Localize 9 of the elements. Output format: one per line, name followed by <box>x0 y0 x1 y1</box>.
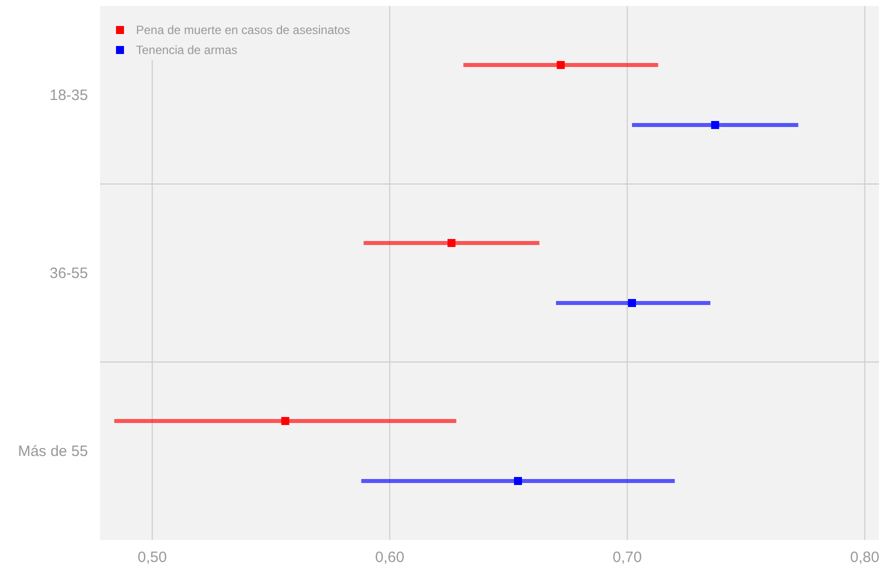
y-tick-label: 36-55 <box>50 265 88 282</box>
legend-label: Tenencia de armas <box>136 43 238 57</box>
y-tick-label: 18-35 <box>50 87 88 104</box>
x-tick-label: 0,50 <box>138 549 167 566</box>
x-tick-label: 0,60 <box>375 549 404 566</box>
legend-label: Pena de muerte en casos de asesinatos <box>136 23 350 37</box>
x-tick-label: 0,70 <box>612 549 642 566</box>
x-tick-label: 0,80 <box>850 549 880 566</box>
y-tick-label: Más de 55 <box>18 443 88 460</box>
